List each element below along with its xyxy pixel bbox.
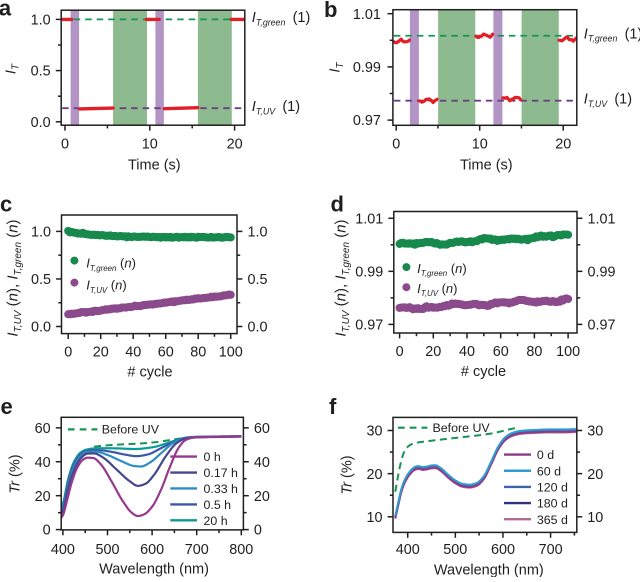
svg-text:IT,green (1): IT,green (1): [252, 10, 311, 27]
svg-text:a: a: [0, 0, 12, 20]
svg-text:1.01: 1.01: [588, 211, 616, 227]
svg-text:0.17 h: 0.17 h: [204, 466, 239, 480]
svg-text:10: 10: [472, 137, 488, 153]
svg-text:60: 60: [158, 345, 174, 361]
svg-text:0.0: 0.0: [31, 320, 51, 336]
svg-text:0 h: 0 h: [204, 450, 221, 464]
svg-text:40: 40: [35, 455, 51, 471]
svg-text:100: 100: [219, 345, 243, 361]
svg-text:Wavelength (nm): Wavelength (nm): [99, 562, 209, 578]
svg-text:IT,green (n): IT,green (n): [86, 256, 136, 273]
svg-text:0.0: 0.0: [248, 320, 268, 336]
svg-text:700: 700: [185, 542, 209, 558]
svg-text:0: 0: [392, 137, 400, 153]
svg-text:1.0: 1.0: [248, 225, 268, 241]
svg-text:0.5: 0.5: [248, 272, 268, 288]
svg-text:IT,UV (n): IT,UV (n): [417, 281, 457, 298]
svg-text:20: 20: [425, 344, 441, 360]
svg-text:40: 40: [125, 345, 141, 361]
svg-text:10: 10: [142, 137, 158, 153]
svg-text:0.97: 0.97: [355, 318, 383, 334]
svg-text:180 d: 180 d: [537, 497, 568, 511]
svg-text:100: 100: [556, 344, 580, 360]
svg-text:0.0: 0.0: [31, 115, 51, 131]
svg-text:500: 500: [95, 542, 119, 558]
svg-text:Tr (%): Tr (%): [340, 455, 356, 494]
svg-text:0.99: 0.99: [588, 264, 616, 280]
svg-text:Time (s): Time (s): [460, 157, 513, 173]
svg-text:0.99: 0.99: [353, 60, 381, 76]
svg-text:1.01: 1.01: [353, 7, 381, 23]
svg-text:Before UV: Before UV: [433, 421, 491, 435]
svg-text:80: 80: [190, 345, 206, 361]
svg-text:600: 600: [491, 542, 515, 558]
svg-text:IT,UV (1): IT,UV (1): [584, 92, 632, 109]
svg-text:0: 0: [254, 523, 262, 539]
svg-text:120 d: 120 d: [537, 481, 568, 495]
svg-text:Tr (%): Tr (%): [8, 454, 24, 493]
svg-text:20: 20: [227, 137, 243, 153]
svg-text:60: 60: [493, 344, 509, 360]
svg-text:20: 20: [254, 489, 270, 505]
svg-text:IT,UV (n): IT,UV (n): [86, 278, 126, 295]
svg-text:0 d: 0 d: [537, 448, 554, 462]
svg-text:f: f: [329, 394, 337, 419]
svg-text:0.5: 0.5: [31, 272, 51, 288]
svg-text:700: 700: [539, 542, 563, 558]
svg-text:0.97: 0.97: [588, 318, 616, 334]
svg-text:20: 20: [366, 467, 382, 483]
svg-text:b: b: [324, 0, 337, 22]
svg-text:600: 600: [140, 542, 164, 558]
svg-text:40: 40: [254, 455, 270, 471]
svg-text:60: 60: [254, 421, 270, 437]
svg-text:IT: IT: [3, 63, 21, 74]
svg-text:0.5 h: 0.5 h: [204, 498, 232, 512]
svg-text:1.0: 1.0: [31, 13, 51, 29]
svg-text:IT,UV (n), IT,green (n): IT,UV (n), IT,green (n): [333, 219, 353, 336]
svg-text:# cycle: # cycle: [461, 364, 506, 380]
svg-text:60 d: 60 d: [537, 464, 561, 478]
svg-text:800: 800: [229, 542, 253, 558]
svg-text:500: 500: [443, 542, 467, 558]
svg-text:10: 10: [587, 510, 603, 526]
svg-text:d: d: [331, 191, 344, 216]
svg-text:400: 400: [51, 542, 75, 558]
svg-text:0.97: 0.97: [353, 113, 381, 129]
svg-text:# cycle: # cycle: [127, 365, 172, 381]
svg-text:0: 0: [61, 137, 69, 153]
svg-text:0.33 h: 0.33 h: [204, 482, 239, 496]
svg-text:20: 20: [35, 489, 51, 505]
svg-text:IT,UV (1): IT,UV (1): [252, 99, 300, 116]
svg-text:e: e: [1, 394, 13, 419]
svg-text:10: 10: [366, 510, 382, 526]
svg-text:60: 60: [35, 421, 51, 437]
svg-text:IT: IT: [328, 62, 346, 73]
svg-text:0: 0: [396, 344, 404, 360]
svg-text:20: 20: [555, 137, 571, 153]
svg-text:30: 30: [587, 424, 603, 440]
svg-text:IT,UV (n), IT,green (n): IT,UV (n), IT,green (n): [5, 219, 25, 336]
svg-text:400: 400: [396, 542, 420, 558]
svg-text:Wavelength (nm): Wavelength (nm): [434, 562, 544, 577]
svg-text:40: 40: [459, 344, 475, 360]
svg-text:20: 20: [587, 467, 603, 483]
svg-text:Before UV: Before UV: [102, 423, 160, 437]
svg-text:0.99: 0.99: [355, 264, 383, 280]
svg-text:0: 0: [64, 345, 72, 361]
svg-text:20 h: 20 h: [204, 514, 228, 528]
svg-text:c: c: [0, 191, 12, 216]
svg-text:1.0: 1.0: [31, 225, 51, 241]
svg-text:1.01: 1.01: [355, 211, 383, 227]
svg-text:20: 20: [93, 345, 109, 361]
svg-text:IT,green (n): IT,green (n): [417, 261, 467, 278]
svg-text:80: 80: [526, 344, 542, 360]
svg-text:365 d: 365 d: [537, 513, 568, 527]
svg-text:30: 30: [366, 424, 382, 440]
svg-text:0: 0: [43, 523, 51, 539]
svg-text:IT,green (1): IT,green (1): [584, 26, 640, 43]
svg-text:Time (s): Time (s): [128, 157, 181, 173]
svg-text:0.5: 0.5: [31, 64, 51, 80]
